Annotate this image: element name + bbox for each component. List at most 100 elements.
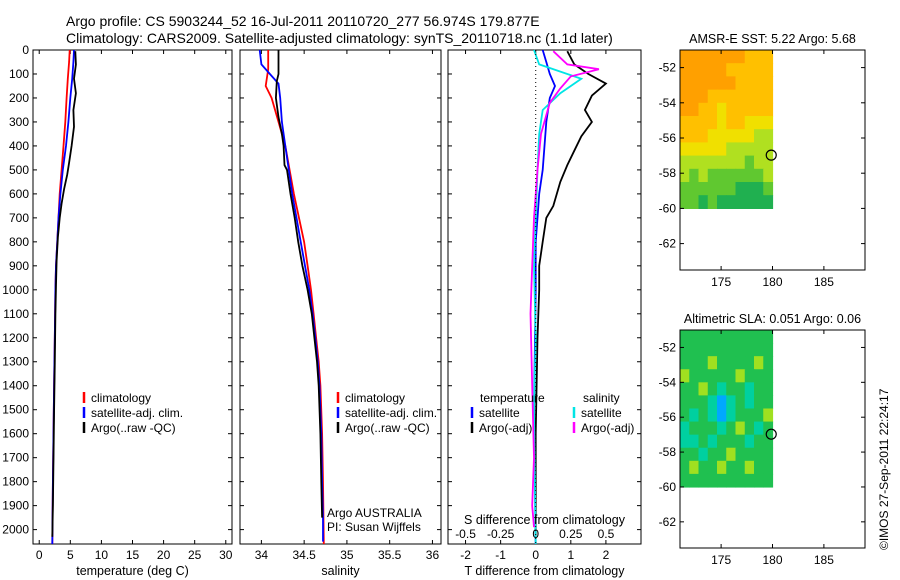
- sst-heatmap-cell: [744, 116, 755, 130]
- sst-heatmap-cell: [698, 50, 709, 64]
- depth-tick-label: 1400: [2, 379, 29, 393]
- difference-x-tick-label: 2: [603, 548, 610, 562]
- salinity-difference-tick-label: 0.25: [559, 527, 583, 541]
- sst-heatmap-cell: [735, 50, 746, 64]
- sla-heatmap-cell: [763, 343, 774, 357]
- sla-heatmap-cell: [754, 395, 764, 410]
- sst-heatmap-cell: [726, 168, 737, 183]
- sla-heatmap-cell: [744, 330, 755, 344]
- sla-heatmap-cell: [717, 408, 727, 423]
- temperature-x-tick-label: 25: [188, 548, 202, 562]
- sst-heatmap-cell: [698, 195, 709, 209]
- difference-legend-label: Argo(-adj): [479, 421, 532, 435]
- salinity-difference-tick-label: 0: [532, 527, 539, 541]
- sst-heatmap-cell: [744, 50, 755, 64]
- sst-heatmap-cell: [735, 76, 746, 91]
- sla-y-tick-label: -56: [659, 410, 677, 424]
- sst-y-tick-label: -56: [659, 131, 677, 145]
- sla-heatmap-cell: [744, 343, 755, 357]
- sst-heatmap-cell: [735, 63, 746, 77]
- sst-heatmap-cell: [698, 168, 709, 183]
- sst-heatmap-cell: [717, 142, 727, 157]
- sla-heatmap-cell: [744, 447, 755, 462]
- sla-heatmap-cell: [689, 330, 700, 344]
- sst-heatmap-cell: [726, 182, 737, 196]
- sla-heatmap-cell: [698, 473, 709, 488]
- sst-heatmap-cell: [698, 102, 709, 117]
- sla-y-tick-label: -54: [659, 375, 677, 389]
- sla-heatmap-cell: [726, 460, 737, 475]
- sst-heatmap-cell: [707, 50, 718, 64]
- sla-heatmap-cell: [744, 473, 755, 488]
- sst-heatmap-cell: [763, 129, 774, 143]
- sst-heatmap-cell: [680, 155, 690, 170]
- sst-heatmap-cell: [707, 195, 718, 209]
- sst-heatmap-cell: [689, 182, 700, 196]
- depth-tick-label: 1700: [2, 451, 29, 465]
- sla-heatmap-cell: [735, 369, 746, 383]
- sla-heatmap-cell: [717, 382, 727, 396]
- sla-heatmap-cell: [680, 421, 690, 436]
- sla-heatmap-cell: [754, 473, 764, 488]
- depth-tick-label: 200: [9, 91, 29, 105]
- sst-heatmap-cell: [726, 116, 737, 130]
- sla-heatmap-cell: [707, 343, 718, 357]
- sst-heatmap-cell: [726, 195, 737, 209]
- sst-heatmap-cell: [689, 63, 700, 77]
- sst-heatmap-cell: [726, 63, 737, 77]
- sla-heatmap-cell: [707, 408, 718, 423]
- depth-tick-label: 1800: [2, 475, 29, 489]
- argo-program-annotation: Argo AUSTRALIA: [327, 506, 422, 520]
- sst-heatmap-cell: [763, 102, 774, 117]
- sla-heatmap-cell: [689, 356, 700, 370]
- sla-heatmap-cell: [754, 356, 764, 370]
- sst-heatmap-cell: [735, 155, 746, 170]
- sla-heatmap-cell: [707, 447, 718, 462]
- sla-heatmap-cell: [726, 395, 737, 410]
- depth-tick-label: 1200: [2, 331, 29, 345]
- sla-heatmap-cell: [717, 369, 727, 383]
- sla-heatmap-cell: [763, 330, 774, 344]
- sst-heatmap-cell: [680, 89, 690, 104]
- salinity-x-tick-label: 35: [340, 548, 354, 562]
- sst-heatmap-cell: [754, 50, 764, 64]
- sla-heatmap-cell: [726, 330, 737, 344]
- sla-heatmap-cell: [717, 330, 727, 344]
- temperature-x-tick-label: 5: [67, 548, 74, 562]
- sst-heatmap-cell: [698, 63, 709, 77]
- sla-heatmap-cell: [754, 421, 764, 436]
- sla-heatmap-cell: [707, 330, 718, 344]
- sst-heatmap-cell: [707, 168, 718, 183]
- sst-heatmap-cell: [698, 155, 709, 170]
- sla-x-tick-label: 175: [711, 553, 731, 567]
- sst-heatmap-cell: [735, 116, 746, 130]
- sla-heatmap-cell: [735, 343, 746, 357]
- salinity-x-axis-title: salinity: [321, 564, 360, 578]
- sst-heatmap-cell: [689, 50, 700, 64]
- sst-heatmap-cell: [680, 116, 690, 130]
- salinity-series-argo-line: [274, 50, 323, 518]
- salinity-difference-tick-label: -0.25: [487, 527, 515, 541]
- sst-heatmap-cell: [726, 102, 737, 117]
- sst-heatmap-cell: [744, 182, 755, 196]
- sst-heatmap-cell: [707, 116, 718, 130]
- sst-heatmap-cell: [717, 76, 727, 91]
- sst-heatmap-cell: [689, 116, 700, 130]
- sla-heatmap-cell: [698, 356, 709, 370]
- sst-heatmap-cell: [680, 63, 690, 77]
- sst-y-tick-label: -60: [659, 201, 677, 215]
- sla-heatmap-cell: [735, 356, 746, 370]
- temperature-x-axis-title: temperature (deg C): [76, 564, 189, 578]
- sla-heatmap-cell: [735, 395, 746, 410]
- sst-heatmap-cell: [717, 50, 727, 64]
- sla-heatmap-cell: [698, 369, 709, 383]
- sla-heatmap-cell: [726, 421, 737, 436]
- sla-heatmap-cell: [689, 369, 700, 383]
- sla-y-tick-label: -52: [659, 340, 677, 354]
- sla-heatmap-cell: [754, 408, 764, 423]
- sst-heatmap-cell: [763, 89, 774, 104]
- sla-heatmap-cell: [754, 460, 764, 475]
- sla-heatmap-cell: [680, 356, 690, 370]
- sla-y-tick-label: -60: [659, 480, 677, 494]
- sst-heatmap-cell: [744, 76, 755, 91]
